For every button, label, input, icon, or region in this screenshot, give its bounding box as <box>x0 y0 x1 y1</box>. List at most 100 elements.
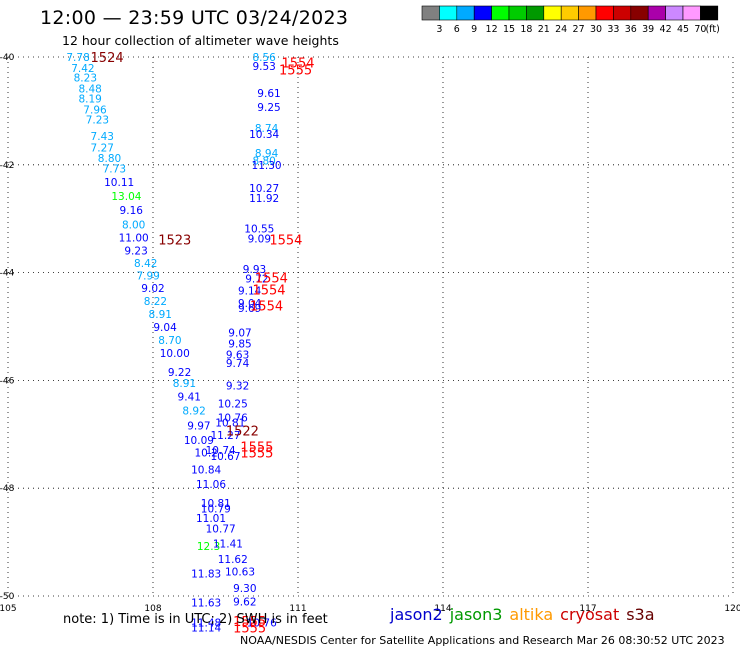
scale-label: 18 <box>520 24 532 35</box>
wave-height-label: 9.63 <box>226 350 249 362</box>
wave-height-label: 10.00 <box>160 348 190 360</box>
wave-height-label: 8.91 <box>173 378 196 390</box>
scale-label: 21 <box>538 24 550 35</box>
mission-jason2: jason2 <box>390 605 443 624</box>
wave-height-label: 10.55 <box>244 223 274 235</box>
wave-height-label: 10.34 <box>249 129 279 141</box>
wave-height-label: 9.22 <box>168 367 191 379</box>
mission-s3a: s3a <box>626 605 655 624</box>
wave-height-label: 11.62 <box>218 554 248 566</box>
wave-height-label: 7.42 <box>71 63 94 75</box>
pass-time-label: 1523 <box>158 234 191 249</box>
wave-height-label: 7.23 <box>86 115 109 127</box>
wave-height-label: 8.91 <box>149 309 172 321</box>
wave-height-label: 9.07 <box>228 327 251 339</box>
chart-title: 12:00 — 23:59 UTC 03/24/2023 <box>40 7 349 29</box>
scale-label: 24 <box>555 24 567 35</box>
pass-time-label: 1555 <box>240 441 273 456</box>
scale-label: 70 <box>694 24 706 35</box>
color-scale-legend: 3 6 9 12 15 18 21 24 27 30 33 36 39 42 45 70 (ft) <box>421 5 720 35</box>
x-tick-label: 111 <box>289 604 306 614</box>
wave-height-label: 9.32 <box>226 380 249 392</box>
pass-time-label: 1554 <box>250 299 283 314</box>
x-tick-label: 117 <box>579 604 596 614</box>
x-tick-label: 114 <box>434 604 451 614</box>
scale-swatch <box>700 5 719 21</box>
scale-label: 9 <box>471 24 477 35</box>
x-tick-label: 108 <box>144 604 161 614</box>
wave-height-label: 11.48 <box>191 617 221 629</box>
x-tick-label: 105 <box>0 604 17 614</box>
wave-height-label: 8.19 <box>78 94 101 106</box>
wave-height-label: 9.30 <box>233 583 256 595</box>
wave-height-label: 9.41 <box>178 392 201 404</box>
wave-height-label: 10.79 <box>201 504 231 516</box>
wave-height-label: 8.56 <box>252 52 276 64</box>
wave-height-label: 10.67 <box>210 451 240 463</box>
pass-time-label: 1554 <box>269 234 302 249</box>
y-tick-label: -40 <box>0 53 15 63</box>
wave-height-label: 8.74 <box>255 123 279 135</box>
wave-height-label: 10.84 <box>191 464 221 476</box>
wave-height-label: 10.76 <box>218 413 248 425</box>
wave-height-label: 8.92 <box>182 406 205 418</box>
wave-height-label: 9.97 <box>187 421 210 433</box>
wave-height-label: 11.14 <box>191 622 221 634</box>
y-tick-label: -50 <box>0 592 15 602</box>
wave-height-label: 9.14 <box>238 285 262 297</box>
wave-height-label: 8.00 <box>122 220 145 232</box>
scale-label: 12 <box>486 24 498 35</box>
wave-height-label: 7.78 <box>66 52 89 64</box>
pass-time-label: 1554 <box>281 56 314 71</box>
scale-label: 39 <box>642 24 654 35</box>
wave-height-label: 10.74 <box>206 445 236 457</box>
wave-height-label: 11.00 <box>119 233 149 245</box>
chart-subtitle: 12 hour collection of altimeter wave hei… <box>62 33 339 48</box>
pass-time-label: 1555 <box>279 63 312 78</box>
mission-cryosat: cryosat <box>560 605 620 624</box>
pass-time-label: 1555 <box>233 615 266 630</box>
scale-label: 6 <box>454 24 460 35</box>
mission-legend: jason2 jason3 altika cryosat s3a <box>390 605 662 624</box>
credit-line: NOAA/NESDIS Center for Satellite Applica… <box>240 634 725 647</box>
x-tick-label: 120 <box>724 604 740 614</box>
y-tick-label: -48 <box>0 484 15 494</box>
wave-height-label: 8.70 <box>158 335 181 347</box>
pass-time-label: 1524 <box>91 51 124 66</box>
wave-height-label: 11.27 <box>210 430 240 442</box>
y-tick-label: -44 <box>0 269 15 279</box>
wave-height-label: 9.02 <box>141 283 164 295</box>
wave-height-label: 10.63 <box>225 567 255 579</box>
wave-height-label: 7.96 <box>83 104 107 116</box>
wave-height-label: 8.22 <box>144 296 167 308</box>
wave-height-label: 10.25 <box>218 399 248 411</box>
wave-height-label: 11.01 <box>196 513 226 525</box>
wave-height-label: 9.69 <box>238 303 261 315</box>
footnote: note: 1) Time is in UTC; 2) SWH is in fe… <box>63 612 328 627</box>
wave-height-label: 9.85 <box>228 339 251 351</box>
y-tick-label: -46 <box>0 376 15 386</box>
wave-height-label: 9.09 <box>248 234 271 246</box>
wave-height-label: 9.93 <box>243 264 266 276</box>
wave-height-label: 10.2 <box>194 448 217 460</box>
wave-height-label: 11.83 <box>191 568 221 580</box>
wave-height-label: 8.94 <box>255 148 279 160</box>
wave-height-label: 11.92 <box>249 193 279 205</box>
scale-unit: (ft) <box>705 24 719 35</box>
wave-height-label: 11.06 <box>196 479 226 491</box>
mission-altika: altika <box>509 605 554 624</box>
wave-height-label: 9.04 <box>153 322 177 334</box>
scale-label: 30 <box>590 24 602 35</box>
pass-time-label: 1522 <box>226 425 259 440</box>
wave-height-label: 12.3 <box>197 541 220 553</box>
mission-jason3: jason3 <box>449 605 503 624</box>
pass-time-label: 1554 <box>255 271 288 286</box>
pass-time-label: 1555 <box>240 447 273 462</box>
wave-height-label: 10.76 <box>247 617 277 629</box>
scale-label: 15 <box>503 24 515 35</box>
wave-height-label: 8.48 <box>78 83 101 95</box>
wave-height-label: 8.23 <box>74 72 97 84</box>
wave-height-label: 10.27 <box>249 183 279 195</box>
scale-label: 3 <box>436 24 442 35</box>
